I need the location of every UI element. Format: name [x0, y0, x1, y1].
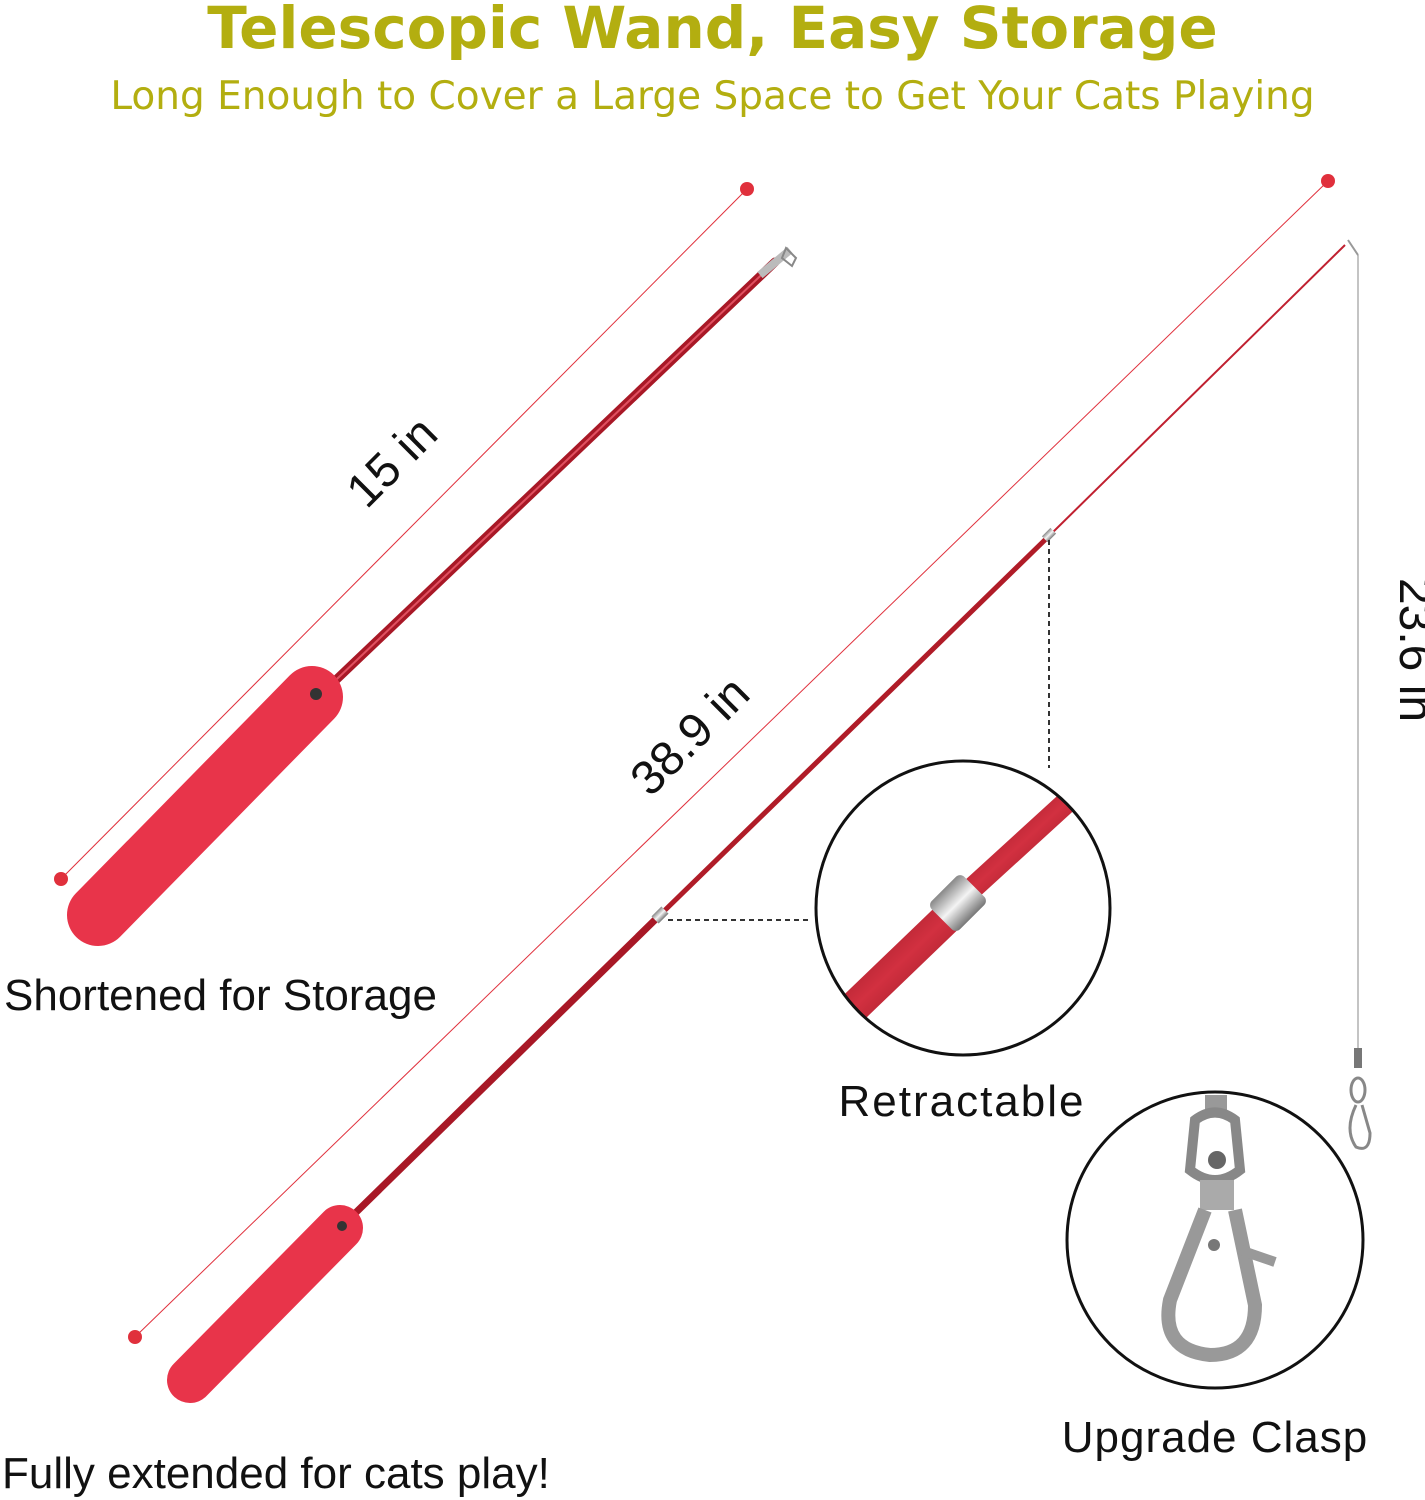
short-measure-line — [54, 182, 754, 886]
long-length-label: 38.9 in — [621, 667, 760, 806]
page-subtitle: Long Enough to Cover a Large Space to Ge… — [110, 74, 1315, 119]
short-length-label: 15 in — [337, 407, 448, 518]
shortened-caption: Shortened for Storage — [4, 971, 437, 1020]
clasp-detail — [1065, 1090, 1365, 1390]
long-wand — [167, 244, 1346, 1403]
small-clasp-icon — [1348, 1048, 1372, 1150]
page-title: Telescopic Wand, Easy Storage — [207, 0, 1218, 62]
string-length-label: 23.6 in — [1389, 578, 1425, 722]
short-wand — [67, 246, 798, 946]
clasp-caption: Upgrade Clasp — [1062, 1413, 1369, 1462]
retractable-detail — [814, 759, 1112, 1057]
extended-caption: Fully extended for cats play! — [2, 1449, 550, 1498]
string-line — [1347, 239, 1359, 1048]
retractable-caption: Retractable — [838, 1077, 1085, 1126]
long-measure-line — [128, 174, 1335, 1344]
